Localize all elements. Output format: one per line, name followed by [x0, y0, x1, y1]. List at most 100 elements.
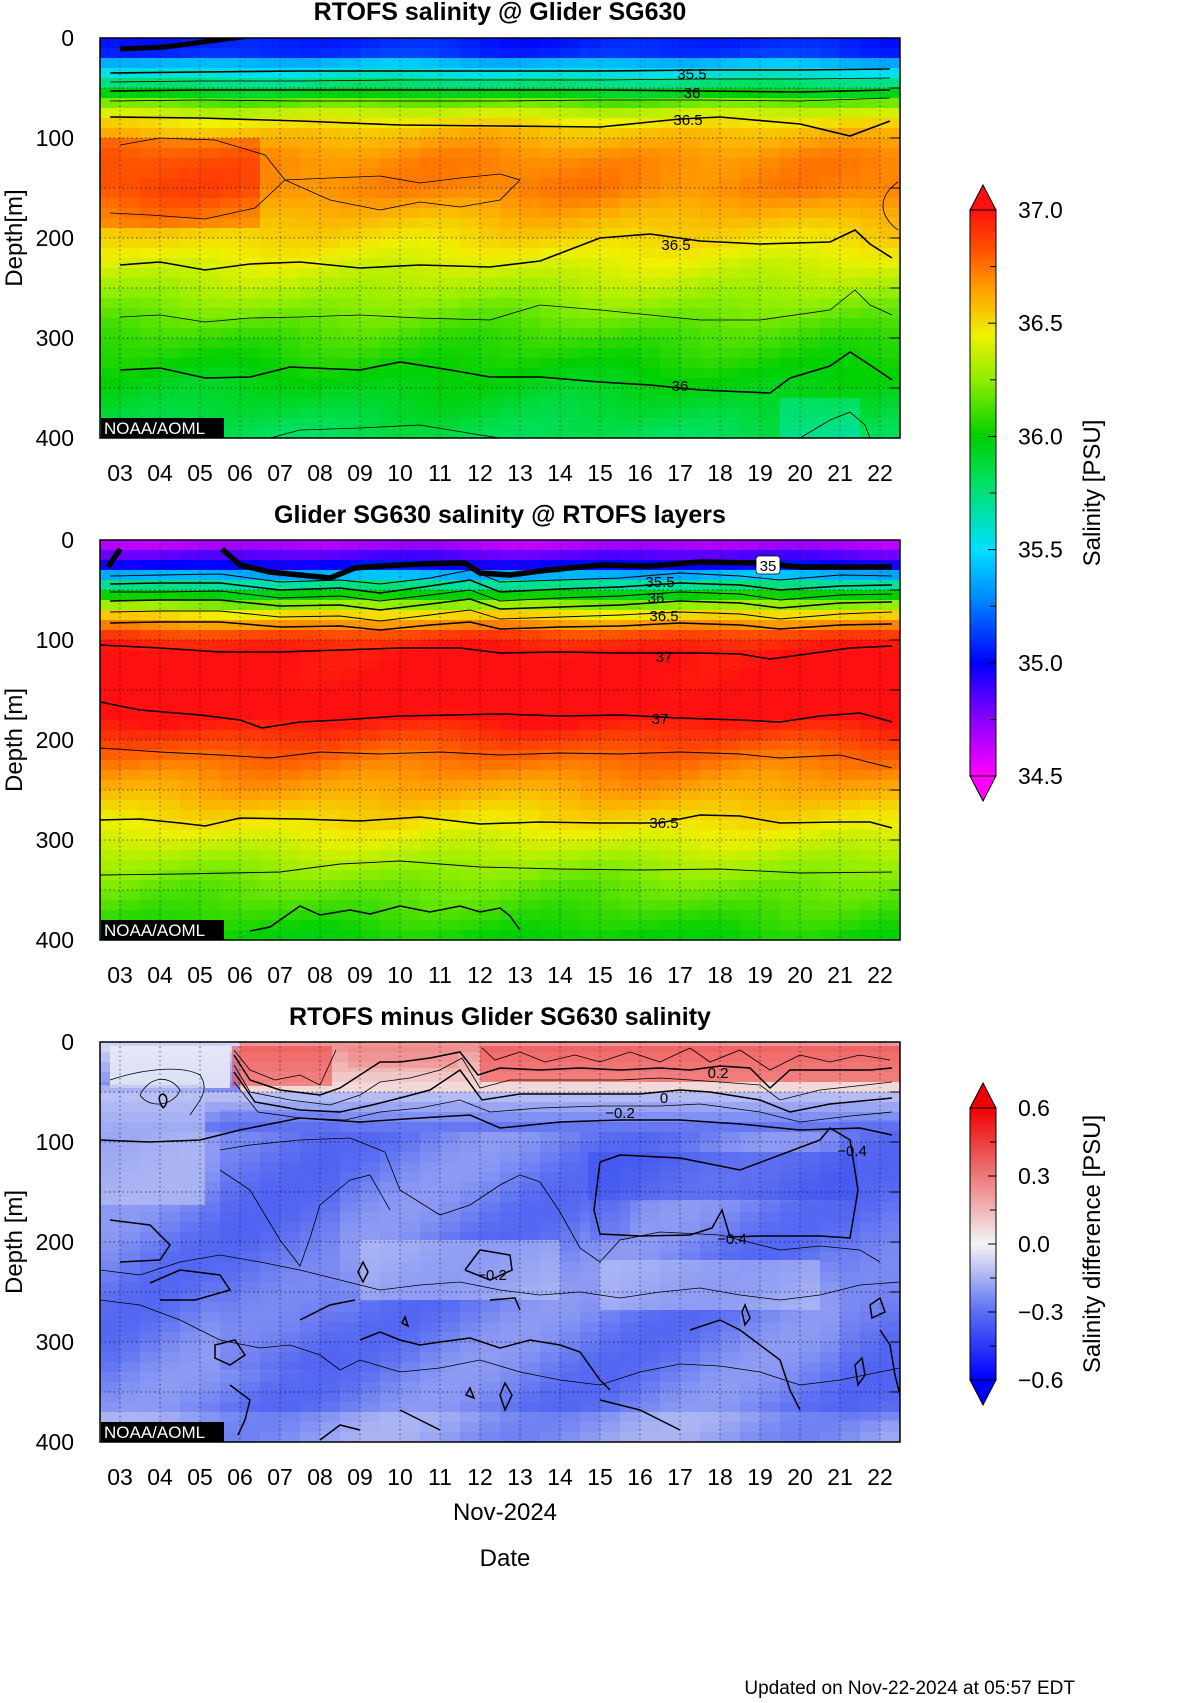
- heatmap-cell: [740, 88, 761, 99]
- heatmap-cell: [560, 880, 581, 891]
- heatmap-cell: [260, 228, 281, 239]
- heatmap-cell: [420, 840, 441, 851]
- heatmap-cell: [140, 398, 161, 409]
- heatmap-cell: [820, 298, 841, 309]
- heatmap-cell: [720, 690, 741, 701]
- heatmap-cell: [800, 820, 821, 831]
- heatmap-cell: [640, 258, 661, 269]
- heatmap-cell: [720, 680, 741, 691]
- heatmap-cell: [420, 1082, 441, 1093]
- heatmap-cell: [540, 338, 561, 349]
- heatmap-cell: [340, 760, 361, 771]
- heatmap-cell: [340, 660, 361, 671]
- heatmap-cell: [780, 288, 801, 299]
- heatmap-cell: [200, 308, 221, 319]
- heatmap-cell: [460, 790, 481, 801]
- heatmap-cell: [660, 128, 681, 139]
- heatmap-cell: [240, 740, 261, 751]
- heatmap-cell: [140, 770, 161, 781]
- heatmap-cell: [620, 178, 641, 189]
- heatmap-cell: [160, 68, 181, 79]
- heatmap-cell: [420, 1072, 441, 1083]
- heatmap-cell: [380, 38, 401, 49]
- heatmap-cell: [540, 238, 561, 249]
- heatmap-cell: [200, 840, 221, 851]
- heatmap-cell: [320, 630, 341, 641]
- heatmap-cell: [160, 1282, 181, 1293]
- heatmap-cell: [440, 1402, 461, 1413]
- heatmap-cell: [860, 930, 881, 941]
- heatmap-cell: [120, 840, 141, 851]
- heatmap-cell: [560, 278, 581, 289]
- heatmap-cell: [440, 428, 461, 439]
- heatmap-cell: [860, 348, 881, 359]
- heatmap-cell: [120, 890, 141, 901]
- heatmap-cell: [400, 820, 421, 831]
- heatmap-cell: [480, 128, 501, 139]
- heatmap-cell: [360, 98, 381, 109]
- heatmap-cell: [840, 248, 861, 259]
- heatmap-cell: [240, 1412, 261, 1423]
- heatmap-cell: [380, 1412, 401, 1423]
- heatmap-cell: [620, 1322, 641, 1333]
- heatmap-cell: [720, 900, 741, 911]
- heatmap-cell: [160, 188, 181, 199]
- heatmap-cell: [420, 278, 441, 289]
- heatmap-cell: [480, 640, 501, 651]
- heatmap-cell: [360, 1122, 381, 1133]
- heatmap-cell: [680, 1142, 701, 1153]
- heatmap-cell: [640, 218, 661, 229]
- heatmap-cell: [640, 730, 661, 741]
- heatmap-cell: [800, 610, 821, 621]
- heatmap-cell: [680, 1432, 701, 1443]
- heatmap-cell: [820, 88, 841, 99]
- heatmap-cell: [220, 78, 241, 89]
- heatmap-cell: [700, 670, 721, 681]
- heatmap-cell: [720, 840, 741, 851]
- heatmap-cell: [520, 208, 541, 219]
- heatmap-cell: [220, 68, 241, 79]
- heatmap-cell: [660, 328, 681, 339]
- heatmap-cell: [800, 1212, 821, 1223]
- heatmap-cell: [340, 1142, 361, 1153]
- heatmap-cell: [500, 870, 521, 881]
- heatmap-cell: [140, 600, 161, 611]
- heatmap-cell: [220, 890, 241, 901]
- heatmap-cell: [580, 248, 601, 259]
- heatmap-cell: [820, 550, 841, 561]
- heatmap-cell: [160, 408, 181, 419]
- heatmap-cell: [300, 910, 321, 921]
- heatmap-cell: [260, 238, 281, 249]
- heatmap-cell: [600, 348, 621, 359]
- heatmap-cell: [500, 810, 521, 821]
- heatmap-cell: [580, 188, 601, 199]
- heatmap-cell: [660, 1342, 681, 1353]
- heatmap-cell: [220, 670, 241, 681]
- heatmap-cell: [600, 650, 621, 661]
- heatmap-cell: [120, 318, 141, 329]
- heatmap-cell: [280, 188, 301, 199]
- heatmap-cell: [720, 208, 741, 219]
- heatmap-cell: [720, 178, 741, 189]
- heatmap-cell: [420, 890, 441, 901]
- heatmap-cell: [180, 1382, 201, 1393]
- heatmap-cell: [420, 820, 441, 831]
- heatmap-cell: [580, 208, 601, 219]
- heatmap-cell: [300, 820, 321, 831]
- heatmap-cell: [160, 1412, 181, 1423]
- heatmap-cell: [540, 760, 561, 771]
- heatmap-cell: [440, 550, 461, 561]
- heatmap-cell: [380, 1392, 401, 1403]
- heatmap-cell: [780, 88, 801, 99]
- heatmap-cell: [240, 630, 261, 641]
- heatmap-cell: [260, 910, 281, 921]
- heatmap-cell: [700, 880, 721, 891]
- heatmap-cell: [800, 418, 821, 429]
- heatmap-cell: [400, 368, 421, 379]
- heatmap-cell: [340, 720, 361, 731]
- heatmap-cell: [280, 268, 301, 279]
- heatmap-cell: [620, 800, 641, 811]
- heatmap-cell: [480, 760, 501, 771]
- heatmap-cell: [880, 238, 901, 249]
- heatmap-cell: [140, 560, 161, 571]
